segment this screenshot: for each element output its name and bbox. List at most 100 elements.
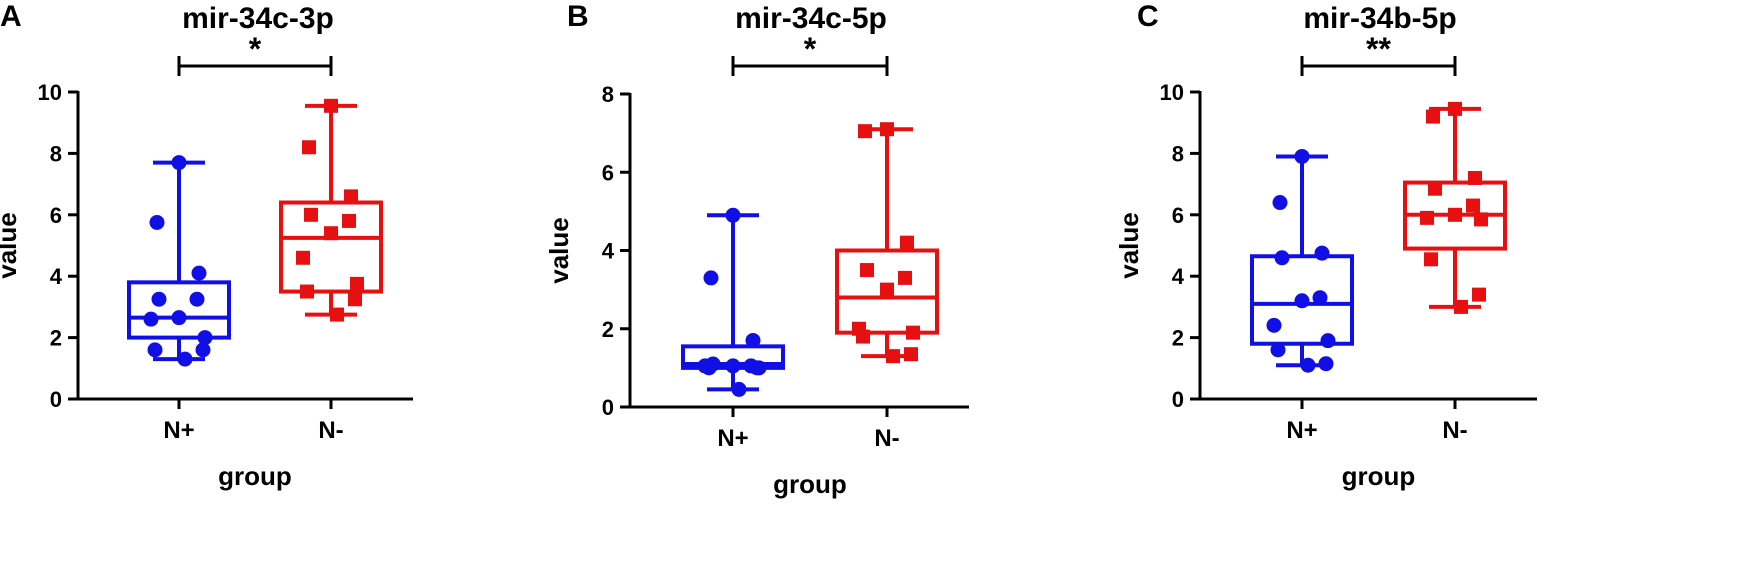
data-point <box>350 276 364 291</box>
data-point <box>880 122 894 137</box>
box-n-plus <box>127 155 231 367</box>
data-point <box>1428 181 1442 196</box>
data-point <box>745 332 761 348</box>
data-point <box>701 360 717 376</box>
y-tick-label: 2 <box>602 317 614 342</box>
data-point <box>151 291 167 307</box>
data-point <box>1466 198 1480 213</box>
data-point <box>171 155 187 171</box>
data-point <box>731 381 747 397</box>
data-point <box>900 235 914 250</box>
data-point <box>1472 287 1486 302</box>
data-point <box>1474 212 1488 227</box>
significance-bracket <box>731 56 889 76</box>
data-point <box>300 284 314 299</box>
data-point <box>189 291 205 307</box>
data-point <box>860 263 874 278</box>
x-tick-label: N- <box>874 425 899 452</box>
data-point <box>1448 101 1462 116</box>
chart-title: mir-34c-3p <box>182 2 334 35</box>
iqr-box <box>1250 254 1354 346</box>
significance-bracket <box>1300 56 1457 76</box>
y-tick-label: 0 <box>602 395 614 420</box>
data-point <box>324 98 338 113</box>
y-tick-label: 8 <box>602 82 614 107</box>
x-tick-label: N- <box>1442 417 1467 444</box>
iqr-box <box>127 280 231 340</box>
data-point <box>1266 317 1282 333</box>
y-tick-label: 10 <box>1160 80 1184 105</box>
box-n-minus <box>279 98 383 322</box>
data-point <box>1294 293 1310 309</box>
box-n-plus <box>681 207 785 397</box>
panel-letter: B <box>567 0 589 33</box>
x-axis-title: group <box>773 469 847 499</box>
significance-stars: * <box>249 31 262 67</box>
data-point <box>906 325 920 340</box>
data-point <box>191 265 207 281</box>
data-point <box>1448 207 1462 222</box>
y-tick-label: 10 <box>38 80 62 105</box>
data-point <box>195 342 211 358</box>
panel-letter: C <box>1137 0 1159 33</box>
data-point <box>749 360 765 376</box>
data-point <box>197 330 213 346</box>
y-axis-title: value <box>0 212 22 279</box>
data-point <box>1314 245 1330 261</box>
x-tick-label: N- <box>318 417 343 444</box>
chart-title: mir-34b-5p <box>1303 2 1456 35</box>
data-point <box>1274 250 1290 266</box>
data-point <box>703 270 719 286</box>
data-point <box>1468 170 1482 185</box>
y-tick-label: 8 <box>1172 141 1184 166</box>
data-point <box>177 351 193 367</box>
data-point <box>886 349 900 364</box>
data-point <box>904 347 918 362</box>
data-point <box>1272 195 1288 211</box>
y-tick-label: 8 <box>50 141 62 166</box>
data-point <box>1294 148 1310 164</box>
box-n-plus <box>1250 148 1354 373</box>
y-tick-label: 0 <box>1172 387 1184 412</box>
data-point <box>342 213 356 228</box>
data-point <box>330 307 344 322</box>
data-point <box>1454 299 1468 314</box>
data-point <box>348 292 362 307</box>
data-point <box>304 207 318 222</box>
data-point <box>1312 290 1328 306</box>
data-point <box>324 226 338 241</box>
y-tick-label: 4 <box>602 239 615 264</box>
chart-title: mir-34c-5p <box>735 2 887 35</box>
significance-bracket <box>177 56 333 76</box>
y-tick-label: 6 <box>1172 203 1184 228</box>
x-tick-label: N+ <box>717 425 748 452</box>
y-axis-title: value <box>544 217 574 284</box>
data-point <box>1318 356 1334 372</box>
y-tick-label: 2 <box>1172 326 1184 351</box>
x-axis-title: group <box>1342 461 1416 491</box>
box-n-minus <box>835 122 939 364</box>
data-point <box>1300 357 1316 373</box>
y-tick-label: 6 <box>50 203 62 228</box>
data-point <box>143 311 159 327</box>
y-tick-label: 4 <box>1172 264 1185 289</box>
significance-stars: * <box>804 31 817 67</box>
data-point <box>725 358 741 374</box>
iqr-box <box>279 200 383 294</box>
data-point <box>344 189 358 204</box>
y-tick-label: 2 <box>50 326 62 351</box>
data-point <box>1426 109 1440 124</box>
data-point <box>147 342 163 358</box>
box-n-minus <box>1403 101 1507 314</box>
data-point <box>1420 210 1434 225</box>
panel-letter: A <box>0 0 22 33</box>
x-tick-label: N+ <box>1286 417 1317 444</box>
data-point <box>149 214 165 230</box>
data-point <box>1270 342 1286 358</box>
data-point <box>880 282 894 297</box>
iqr-box <box>835 248 939 335</box>
